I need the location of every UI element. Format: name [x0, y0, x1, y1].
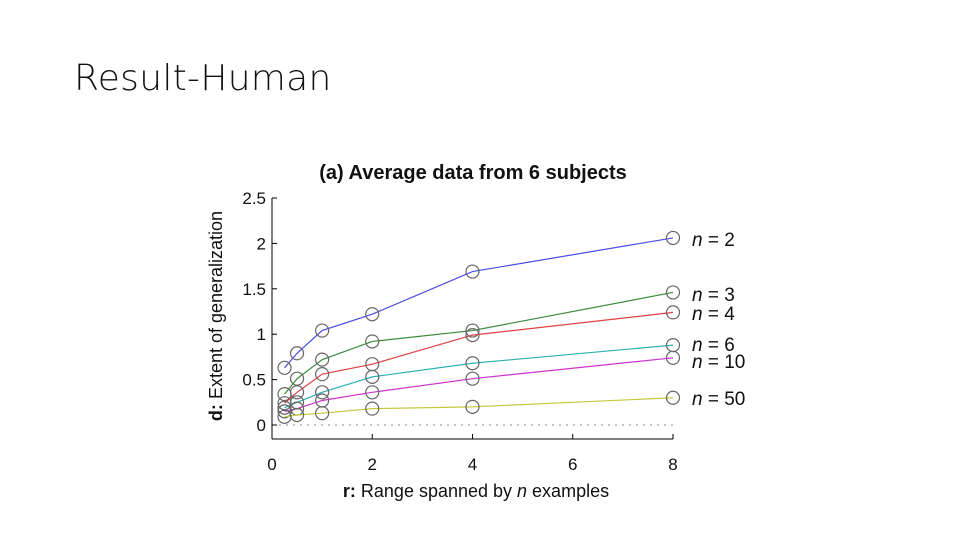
data-point — [465, 264, 480, 279]
data-point — [465, 371, 480, 386]
y-tick-label: 1 — [257, 325, 266, 344]
data-point — [365, 307, 380, 322]
series-line — [284, 237, 674, 369]
data-point — [465, 328, 480, 343]
data-point — [465, 356, 480, 371]
series-label-n: n — [692, 230, 703, 251]
data-point — [315, 323, 330, 338]
series-n-2 — [277, 230, 681, 375]
series-label-value: = 50 — [703, 389, 746, 410]
series-label: n = 2 — [692, 230, 735, 251]
series-label: n = 10 — [692, 352, 745, 373]
x-tick-label: 6 — [568, 455, 577, 474]
x-axis-label-prefix: r: — [343, 481, 356, 501]
data-point — [315, 385, 330, 400]
series-label-n: n — [692, 304, 703, 325]
y-tick-label: 2.5 — [242, 189, 266, 208]
x-tick-label: 2 — [368, 455, 377, 474]
y-tick-label: 1.5 — [242, 280, 266, 299]
y-axis-label-text: Extent of generalization — [206, 211, 226, 404]
data-point — [365, 369, 380, 384]
x-tick-label: 0 — [267, 455, 276, 474]
y-tick-label: 2 — [257, 234, 266, 253]
data-point — [665, 230, 681, 246]
data-point — [365, 385, 380, 400]
series-layer — [277, 230, 681, 424]
series-label-n: n — [692, 335, 703, 356]
series-label-value: = 3 — [703, 285, 735, 306]
y-ticks: 0 0.5 1 1.5 2 2.5 — [242, 189, 277, 435]
series-n-3 — [277, 285, 681, 402]
series-label-value: = 2 — [703, 230, 735, 251]
y-tick-label: 0.5 — [242, 371, 266, 390]
data-point — [315, 352, 330, 367]
data-point — [315, 406, 330, 421]
y-tick-label: 0 — [257, 416, 266, 435]
series-labels: n = 2n = 3n = 4n = 6n = 10n = 50 — [692, 230, 745, 410]
data-point — [289, 407, 305, 423]
series-label-value: = 10 — [703, 352, 746, 373]
data-point — [289, 371, 305, 386]
series-label-n: n — [692, 285, 703, 306]
series-label: n = 3 — [692, 285, 735, 306]
series-line — [284, 397, 674, 418]
data-point — [665, 305, 681, 320]
data-point — [289, 385, 305, 400]
x-tick-label: 8 — [668, 455, 677, 474]
series-line — [284, 311, 674, 404]
chart-title: (a) Average data from 6 subjects — [319, 162, 627, 184]
data-point — [665, 350, 681, 365]
data-point — [315, 367, 330, 382]
series-label: n = 6 — [692, 335, 735, 356]
series-n-4 — [277, 305, 681, 411]
y-axis-label-prefix: d: — [206, 404, 226, 421]
series-label-value: = 4 — [703, 304, 736, 325]
x-axis-label-text: Range spanned by — [356, 481, 517, 501]
series-label-value: = 6 — [703, 335, 735, 356]
series-label: n = 50 — [692, 389, 745, 410]
slide-title: Result-Human — [74, 58, 332, 99]
data-point — [465, 323, 480, 338]
x-axis-label: r: Range spanned by n examples — [343, 481, 609, 501]
x-axis-label-suffix: examples — [527, 481, 609, 501]
series-n-50 — [277, 390, 681, 424]
data-point — [665, 390, 681, 405]
series-label-n: n — [692, 389, 703, 410]
series-label-n: n — [692, 352, 703, 373]
data-point — [465, 399, 480, 414]
plot-axes — [271, 198, 673, 440]
series-label: n = 4 — [692, 304, 735, 325]
data-point — [277, 360, 292, 375]
data-point — [365, 334, 380, 349]
x-tick-label: 4 — [468, 455, 477, 474]
series-line — [284, 344, 674, 409]
data-point — [289, 346, 305, 361]
data-point — [665, 285, 681, 300]
series-line — [284, 291, 674, 395]
y-axis-label: d: Extent of generalization — [206, 211, 226, 421]
x-ticks: 0 2 4 6 8 — [267, 434, 678, 474]
x-axis-label-n: n — [517, 481, 527, 501]
data-point — [365, 401, 380, 416]
